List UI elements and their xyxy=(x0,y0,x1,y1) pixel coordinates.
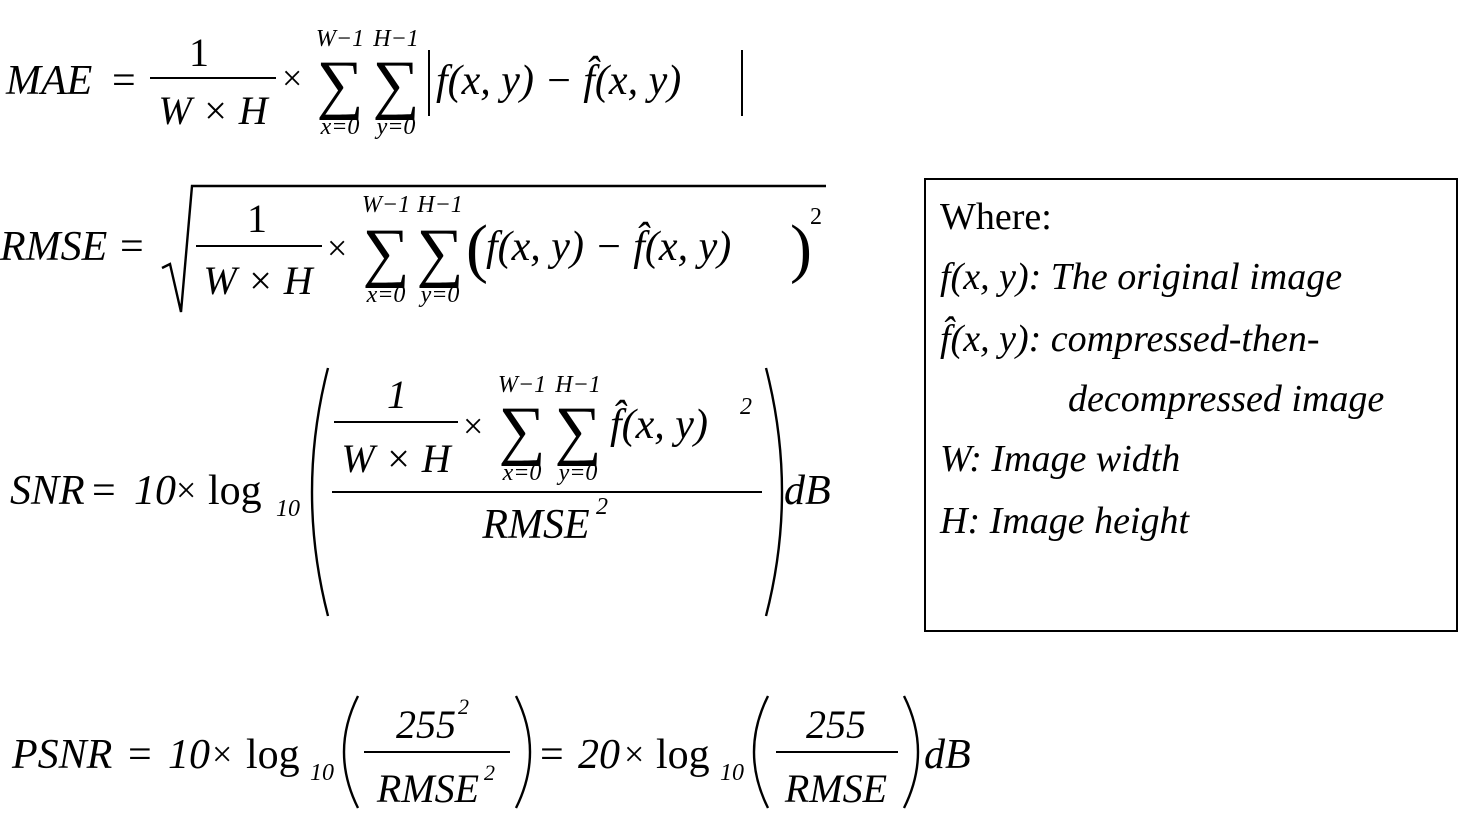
snr-log-base: 10 xyxy=(276,496,300,522)
equals-sign: = xyxy=(540,732,564,778)
snr-formula: SNR = 10 × log 10 1 W × H × W−1 H−1 ∑ ∑ … xyxy=(10,367,831,617)
times-sign: × xyxy=(463,406,483,446)
rmse-lhs: RMSE xyxy=(0,224,107,270)
paren-right-1 xyxy=(514,695,532,809)
equals-sign: = xyxy=(120,224,144,270)
psnr-log-base1: 10 xyxy=(310,760,334,786)
rmse-body: f(x, y) − f̂(x, y) xyxy=(486,221,731,270)
equals-sign: = xyxy=(112,58,136,104)
big-paren-left xyxy=(310,367,330,617)
legend-heading: Where: xyxy=(940,198,1052,236)
snr-body: f̂(x, y) xyxy=(610,399,708,448)
legend-item-width: W: Image width xyxy=(940,440,1180,478)
legend-item-original: f(x, y): The original image xyxy=(940,258,1342,296)
snr-unit: dB xyxy=(784,468,831,514)
equals-sign: = xyxy=(128,732,152,778)
paren-left: ( xyxy=(466,212,488,285)
times-sign: × xyxy=(176,470,196,510)
mae-denominator: W × H xyxy=(158,88,269,133)
sum-symbol-y: ∑ xyxy=(554,394,601,467)
sum-x-upper: W−1 xyxy=(362,192,410,218)
psnr-lhs: PSNR xyxy=(11,732,112,778)
times-sign: × xyxy=(212,734,232,774)
psnr-log1: log xyxy=(246,732,300,778)
rmse-denominator: W × H xyxy=(203,258,314,303)
times-sign: × xyxy=(624,734,644,774)
sum-y-upper: H−1 xyxy=(372,26,419,52)
mae-numerator: 1 xyxy=(189,30,209,75)
legend-text-width: : Image width xyxy=(969,438,1181,480)
rmse-formula: RMSE = 1 W × H × W−1 H−1 ∑ ∑ x=0 y=0 ( f… xyxy=(0,184,826,313)
psnr-log-base2: 10 xyxy=(720,760,744,786)
psnr-formula: PSNR = 10 × log 10 255 2 RMSE 2 = 20 × l… xyxy=(11,694,971,811)
mae-lhs: MAE xyxy=(5,58,92,104)
psnr-denominator2: RMSE xyxy=(784,766,887,811)
legend-text-original: : The original image xyxy=(1028,256,1343,298)
snr-lhs: SNR xyxy=(10,468,85,514)
sum-y-lower: y=0 xyxy=(419,282,460,308)
legend-symbol-fhat: f̂(x, y) xyxy=(940,318,1029,360)
mae-body: f(x, y) − f̂(x, y) xyxy=(436,55,681,104)
paren-right: ) xyxy=(790,212,812,285)
big-paren-right xyxy=(764,367,784,617)
paren-left-2 xyxy=(752,695,770,809)
snr-factor: 10 xyxy=(134,468,176,514)
legend-text-decompressed: decompressed image xyxy=(1068,378,1385,420)
sum-y-lower: y=0 xyxy=(375,114,416,140)
psnr-denominator1: RMSE xyxy=(376,766,479,811)
sum-symbol-x: ∑ xyxy=(316,48,363,121)
psnr-denominator1-exponent: 2 xyxy=(484,760,495,785)
legend-item-height: H: Image height xyxy=(940,502,1189,540)
sum-y-lower: y=0 xyxy=(557,460,598,486)
legend-box: Where: f(x, y): The original image f̂(x,… xyxy=(924,178,1458,632)
sum-x-upper: W−1 xyxy=(498,372,546,398)
sum-symbol-y: ∑ xyxy=(372,48,419,121)
sum-symbol-x: ∑ xyxy=(498,394,545,467)
psnr-numerator1: 255 xyxy=(396,702,456,747)
snr-body-exponent: 2 xyxy=(740,394,752,420)
sqrt-sign xyxy=(161,184,826,313)
psnr-numerator1-exponent: 2 xyxy=(458,694,469,719)
psnr-log2: log xyxy=(656,732,710,778)
sum-x-lower: x=0 xyxy=(366,282,406,308)
sum-y-upper: H−1 xyxy=(554,372,601,398)
sum-x-lower: x=0 xyxy=(320,114,360,140)
legend-item-compressed-cont: decompressed image xyxy=(1068,380,1384,418)
times-sign: × xyxy=(327,228,347,268)
rmse-numerator: 1 xyxy=(247,196,267,241)
psnr-factor2: 20 xyxy=(578,732,620,778)
sum-y-upper: H−1 xyxy=(416,192,463,218)
times-sign: × xyxy=(282,58,302,98)
snr-denominator-exponent: 2 xyxy=(596,494,608,520)
sum-symbol-y: ∑ xyxy=(416,216,463,289)
psnr-factor1: 10 xyxy=(168,732,210,778)
sum-x-lower: x=0 xyxy=(502,460,542,486)
paren-left-1 xyxy=(342,695,360,809)
rmse-exponent: 2 xyxy=(810,204,822,230)
snr-denominator: RMSE xyxy=(481,502,589,548)
mae-formula: MAE = 1 W × H × W−1 H−1 ∑ ∑ x=0 y=0 f(x,… xyxy=(5,26,743,140)
legend-symbol-f: f(x, y) xyxy=(940,256,1029,298)
equals-sign: = xyxy=(92,468,116,514)
legend-item-compressed: f̂(x, y): compressed-then- xyxy=(940,320,1320,358)
sum-symbol-x: ∑ xyxy=(362,216,409,289)
legend-symbol-h: H xyxy=(940,500,968,542)
snr-log: log xyxy=(208,468,262,514)
legend-symbol-w: W xyxy=(940,438,970,480)
snr-inner-denominator: W × H xyxy=(341,436,452,481)
legend-text-compressed: : compressed-then- xyxy=(1028,318,1320,360)
snr-inner-numerator: 1 xyxy=(387,372,407,417)
legend-heading-text: Where: xyxy=(940,196,1052,238)
psnr-unit: dB xyxy=(924,732,971,778)
sum-x-upper: W−1 xyxy=(316,26,364,52)
legend-text-height: : Image height xyxy=(967,500,1190,542)
paren-right-2 xyxy=(902,695,920,809)
psnr-numerator2: 255 xyxy=(806,702,866,747)
